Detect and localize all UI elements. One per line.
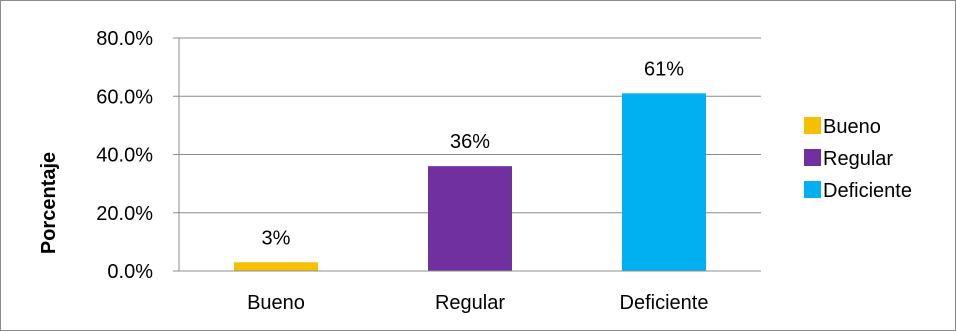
category-label: Deficiente xyxy=(620,292,709,314)
bars xyxy=(234,93,706,272)
y-tick-label: 40.0% xyxy=(96,145,153,167)
category-label: Regular xyxy=(435,292,505,314)
legend-label: Deficiente xyxy=(823,180,912,202)
data-label: 36% xyxy=(450,131,490,153)
y-tick-labels: 0.0% 20.0% 40.0% 60.0% 80.0% xyxy=(96,28,153,283)
legend-swatch xyxy=(804,117,821,134)
data-labels: 3% 36% 61% xyxy=(262,58,685,249)
y-tick-label: 20.0% xyxy=(96,203,153,225)
bar-regular xyxy=(428,166,512,271)
y-axis-title: Porcentaje xyxy=(38,152,60,254)
y-tick-label: 0.0% xyxy=(107,261,153,283)
legend-label: Bueno xyxy=(823,116,881,138)
bar-deficiente xyxy=(622,93,706,272)
y-tick-label: 80.0% xyxy=(96,28,153,50)
legend-swatch xyxy=(804,181,821,198)
bar-bueno xyxy=(234,262,318,271)
category-labels: Bueno Regular Deficiente xyxy=(247,292,708,314)
data-label: 3% xyxy=(262,227,291,249)
category-label: Bueno xyxy=(247,292,305,314)
legend: Bueno Regular Deficiente xyxy=(804,116,912,202)
y-tick-label: 60.0% xyxy=(96,86,153,108)
data-label: 61% xyxy=(644,58,684,80)
legend-swatch xyxy=(804,149,821,166)
legend-label: Regular xyxy=(823,148,893,170)
